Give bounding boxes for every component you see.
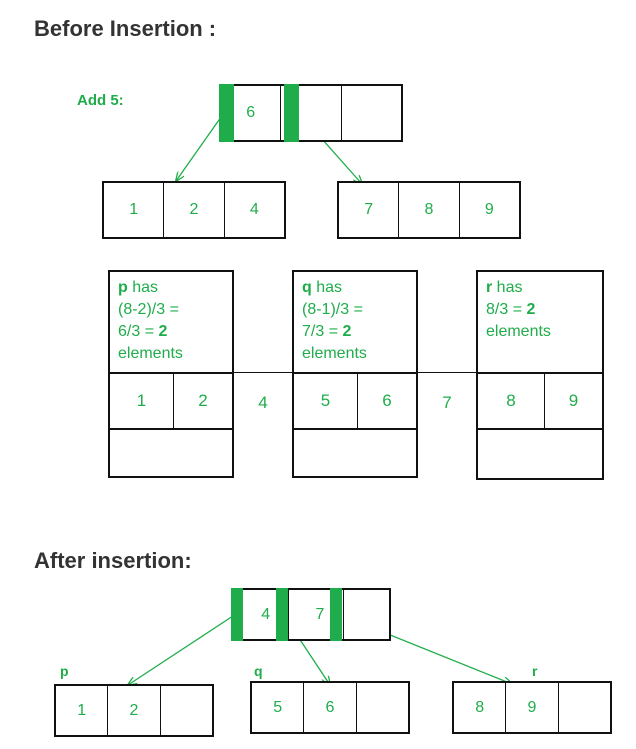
child-key: 7	[339, 183, 400, 237]
note-p-line4: elements	[118, 345, 183, 362]
empty-pointer-row-r	[476, 428, 604, 480]
note-box-r: r has 8/3 = 2 elements	[476, 270, 604, 374]
sequence-key: 6	[382, 391, 392, 410]
root-key	[344, 590, 389, 639]
child-key: 1	[104, 183, 165, 237]
sequence-key: 2	[198, 391, 208, 410]
child-key: 8	[454, 683, 507, 732]
root-key: 7	[289, 590, 344, 639]
before-right-child-node: 7 8 9	[337, 181, 521, 239]
child-key	[357, 683, 408, 732]
child-key: 2	[164, 183, 225, 237]
note-q-line4: elements	[302, 345, 367, 362]
arrow-after-root-to-p	[128, 613, 237, 685]
child-key: 5	[252, 683, 305, 732]
note-q-count: 2	[342, 323, 352, 340]
sequence-group-r	[476, 372, 604, 430]
note-p-count: 2	[158, 323, 168, 340]
note-q-has: has	[311, 279, 343, 296]
after-child-node-q: 5 6	[250, 681, 410, 734]
child-key: 9	[484, 201, 494, 218]
pointer-marker	[231, 588, 243, 641]
child-key: 4	[249, 201, 259, 218]
sequence-key: 4	[258, 393, 268, 412]
root-key	[281, 86, 342, 140]
arrow-root-to-left-child	[176, 109, 227, 181]
before-root-node: 6	[219, 84, 403, 142]
pointer-marker	[330, 588, 342, 641]
note-p-line3: 6/3 =	[118, 323, 159, 340]
sequence-group-q	[292, 372, 418, 430]
before-left-child-node: 1 2 4	[102, 181, 286, 239]
note-q-name: q	[302, 279, 312, 296]
note-r-line2: 8/3 =	[486, 301, 527, 318]
sequence-top-line	[418, 372, 476, 373]
pointer-marker	[276, 588, 288, 641]
note-r-has: has	[492, 279, 523, 296]
sequence-key: 8	[506, 391, 516, 410]
sequence-top-line	[234, 372, 292, 373]
after-child-node-p: 1 2	[54, 684, 214, 737]
child-key: 6	[304, 683, 357, 732]
note-p-line2: (8-2)/3 =	[118, 301, 179, 318]
child-key: 9	[506, 683, 559, 732]
sequence-key: 1	[136, 391, 147, 410]
cell-divider	[544, 372, 545, 430]
child-key	[559, 683, 610, 732]
note-q-line3: 7/3 =	[302, 323, 343, 340]
note-q-line2: (8-1)/3 =	[302, 301, 363, 318]
before-insertion-heading: Before Insertion :	[34, 16, 217, 41]
note-box-q: q has (8-1)/3 = 7/3 = 2 elements	[292, 270, 418, 374]
note-r-count: 2	[526, 301, 536, 318]
cell-divider	[173, 372, 174, 430]
child-key: 1	[56, 686, 109, 735]
note-r-name: r	[486, 279, 493, 296]
child-key: 8	[399, 183, 460, 237]
child-label-q: q	[254, 663, 263, 679]
root-key	[342, 86, 401, 140]
after-root-node: 4 7	[231, 588, 391, 641]
after-child-node-r: 8 9	[452, 681, 612, 734]
child-label-p: p	[60, 663, 69, 679]
note-p-name: p	[118, 279, 128, 296]
note-box-p: p has (8-2)/3 = 6/3 = 2 elements	[108, 270, 234, 374]
root-key: 4	[233, 590, 290, 639]
sequence-key: 9	[568, 391, 579, 410]
cell-divider	[357, 372, 358, 430]
root-key: 6	[221, 86, 282, 140]
after-insertion-heading: After insertion:	[34, 548, 192, 573]
add-label: Add 5:	[77, 92, 124, 109]
empty-pointer-row-p	[108, 428, 234, 478]
child-label-r: r	[532, 663, 538, 679]
pointer-marker	[284, 84, 299, 142]
empty-pointer-row-q	[292, 428, 418, 478]
child-key: 2	[108, 686, 161, 735]
sequence-key: 5	[320, 391, 331, 410]
child-key	[161, 686, 212, 735]
note-p-has: has	[127, 279, 159, 296]
sequence-key: 7	[442, 393, 452, 412]
pointer-marker	[219, 84, 234, 142]
note-r-line3: elements	[486, 323, 551, 340]
